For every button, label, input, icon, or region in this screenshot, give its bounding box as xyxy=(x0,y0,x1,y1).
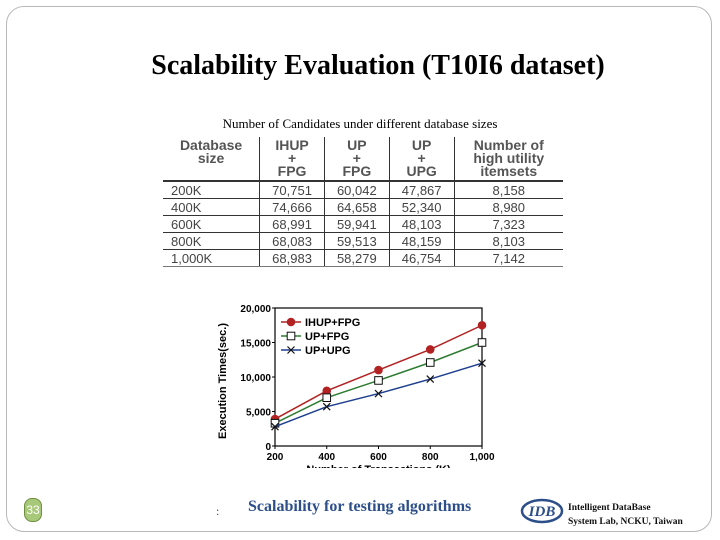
table-cell: 60,042 xyxy=(324,181,390,199)
x-axis-label: Number of Transactions (K) xyxy=(306,464,451,468)
header-line: IHUP xyxy=(275,137,309,153)
bottom-mark: : xyxy=(216,504,220,518)
table-row: 600K 68,991 59,941 48,103 7,323 xyxy=(163,215,563,233)
header-line: UP xyxy=(411,137,432,153)
table-cell: 1,000K xyxy=(163,249,261,267)
data-point xyxy=(322,393,332,403)
header-line: + xyxy=(352,150,361,166)
table-cell: 74,666 xyxy=(259,198,325,216)
data-point xyxy=(425,345,435,354)
header-line: + xyxy=(417,150,426,166)
table-cell: 68,983 xyxy=(259,249,325,267)
data-point xyxy=(322,402,331,411)
table-row: 200K 70,751 60,042 47,867 8,158 xyxy=(163,181,563,199)
legend-label: UP+UPG xyxy=(305,345,351,357)
data-point xyxy=(374,389,383,398)
table-cell: 48,159 xyxy=(389,232,455,250)
x-tick-label: 200 xyxy=(267,452,284,463)
table-cell: 800K xyxy=(163,232,261,250)
svg-text:IDB: IDB xyxy=(528,504,556,520)
data-point xyxy=(271,422,279,431)
y-tick-label: 15,000 xyxy=(240,339,271,350)
table-header-cell: UP + FPG xyxy=(324,137,390,182)
header-line: size xyxy=(197,150,225,166)
data-point xyxy=(426,375,435,383)
table-cell: 58,279 xyxy=(324,249,390,267)
header-line: UPG xyxy=(406,163,437,179)
data-point xyxy=(425,358,435,367)
table-cell: 200K xyxy=(163,181,261,199)
table-cell: 400K xyxy=(163,198,261,216)
header-line: high utility xyxy=(473,150,545,166)
x-tick-label: 1,000 xyxy=(469,452,494,463)
data-point xyxy=(374,376,383,385)
table-header-cell: Database size xyxy=(163,137,261,182)
table-cell: 68,991 xyxy=(259,215,325,233)
table-header-cell: UP + UPG xyxy=(389,137,455,182)
table-row: 800K 68,083 59,513 48,159 8,103 xyxy=(163,232,563,250)
table-body: 200K 70,751 60,042 47,867 8,158 400K 74,666 64,… xyxy=(163,181,563,267)
y-tick-label: 0 xyxy=(265,442,271,453)
legend-marker xyxy=(287,346,295,354)
x-tick-label: 800 xyxy=(422,452,439,463)
lab-name: Intelligent DataBase System Lab, NCKU, T… xyxy=(568,501,683,529)
y-tick-label: 5,000 xyxy=(246,408,271,419)
header-line: Number of xyxy=(473,137,544,153)
y-tick-label: 20,000 xyxy=(240,304,271,315)
legend-marker xyxy=(286,331,296,341)
table-header-row: Database size IHUP + FPG UP + FPG UP + UPG Number o… xyxy=(163,137,563,182)
x-tick-label: 400 xyxy=(318,452,335,463)
table-header-cell: IHUP + FPG xyxy=(259,137,325,182)
table-cell: 48,103 xyxy=(389,215,455,233)
table-cell: 47,867 xyxy=(389,181,455,199)
table-cell: 64,658 xyxy=(324,198,390,216)
table-row: 400K 74,666 64,658 52,340 8,980 xyxy=(163,198,563,216)
candidates-table: Database size IHUP + FPG UP + FPG UP + UPG Number o… xyxy=(163,137,563,267)
table-row: 1,000K 68,983 58,279 46,754 7,142 xyxy=(163,249,563,267)
x-tick-label: 600 xyxy=(370,452,387,463)
table-cell: 7,142 xyxy=(454,249,563,267)
table-caption: Number of Candidates under different dat… xyxy=(222,116,498,131)
table-cell: 46,754 xyxy=(389,249,455,267)
table-cell: 8,158 xyxy=(454,181,563,199)
idb-logo: IDB xyxy=(520,498,564,524)
slide-frame xyxy=(6,6,712,532)
legend-label: IHUP+FPG xyxy=(305,317,360,329)
data-point xyxy=(477,338,487,347)
table-cell: 7,323 xyxy=(454,215,563,233)
header-line: + xyxy=(287,150,297,166)
table-cell: 59,513 xyxy=(324,232,390,250)
table-cell: 8,980 xyxy=(454,198,563,216)
lab-line-2: System Lab, NCKU, Taiwan xyxy=(568,517,683,527)
data-point xyxy=(478,359,486,368)
table-cell: 59,941 xyxy=(324,215,390,233)
header-line: FPG xyxy=(277,163,307,179)
y-tick-label: 10,000 xyxy=(240,373,271,384)
table-cell: 70,751 xyxy=(259,181,325,199)
table-header-cell: Number of high utility itemsets xyxy=(454,137,563,182)
legend-label: UP+FPG xyxy=(305,331,349,343)
header-line: UP xyxy=(347,137,367,153)
legend-marker xyxy=(286,317,296,327)
table-cell: 8,103 xyxy=(454,232,563,250)
execution-time-chart: 0 5,000 10,000 15,000 20,000 200 400 600 800 1,00… xyxy=(217,304,495,468)
page-number: 33 xyxy=(24,498,42,522)
header-line: Database xyxy=(179,137,243,153)
header-line: itemsets xyxy=(480,163,538,179)
data-point xyxy=(374,365,383,375)
table-cell: 600K xyxy=(163,215,261,233)
slide-title: Scalability Evaluation (T10I6 dataset) xyxy=(151,50,605,81)
data-point xyxy=(477,320,487,330)
lab-line-1: Intelligent DataBase xyxy=(568,503,651,513)
table-cell: 52,340 xyxy=(389,198,455,216)
y-axis-label: Execution Times(sec.) xyxy=(217,323,229,439)
table-cell: 68,083 xyxy=(259,232,325,250)
header-line: FPG xyxy=(342,163,372,179)
figure-caption: Scalability for testing algorithms xyxy=(248,498,472,515)
